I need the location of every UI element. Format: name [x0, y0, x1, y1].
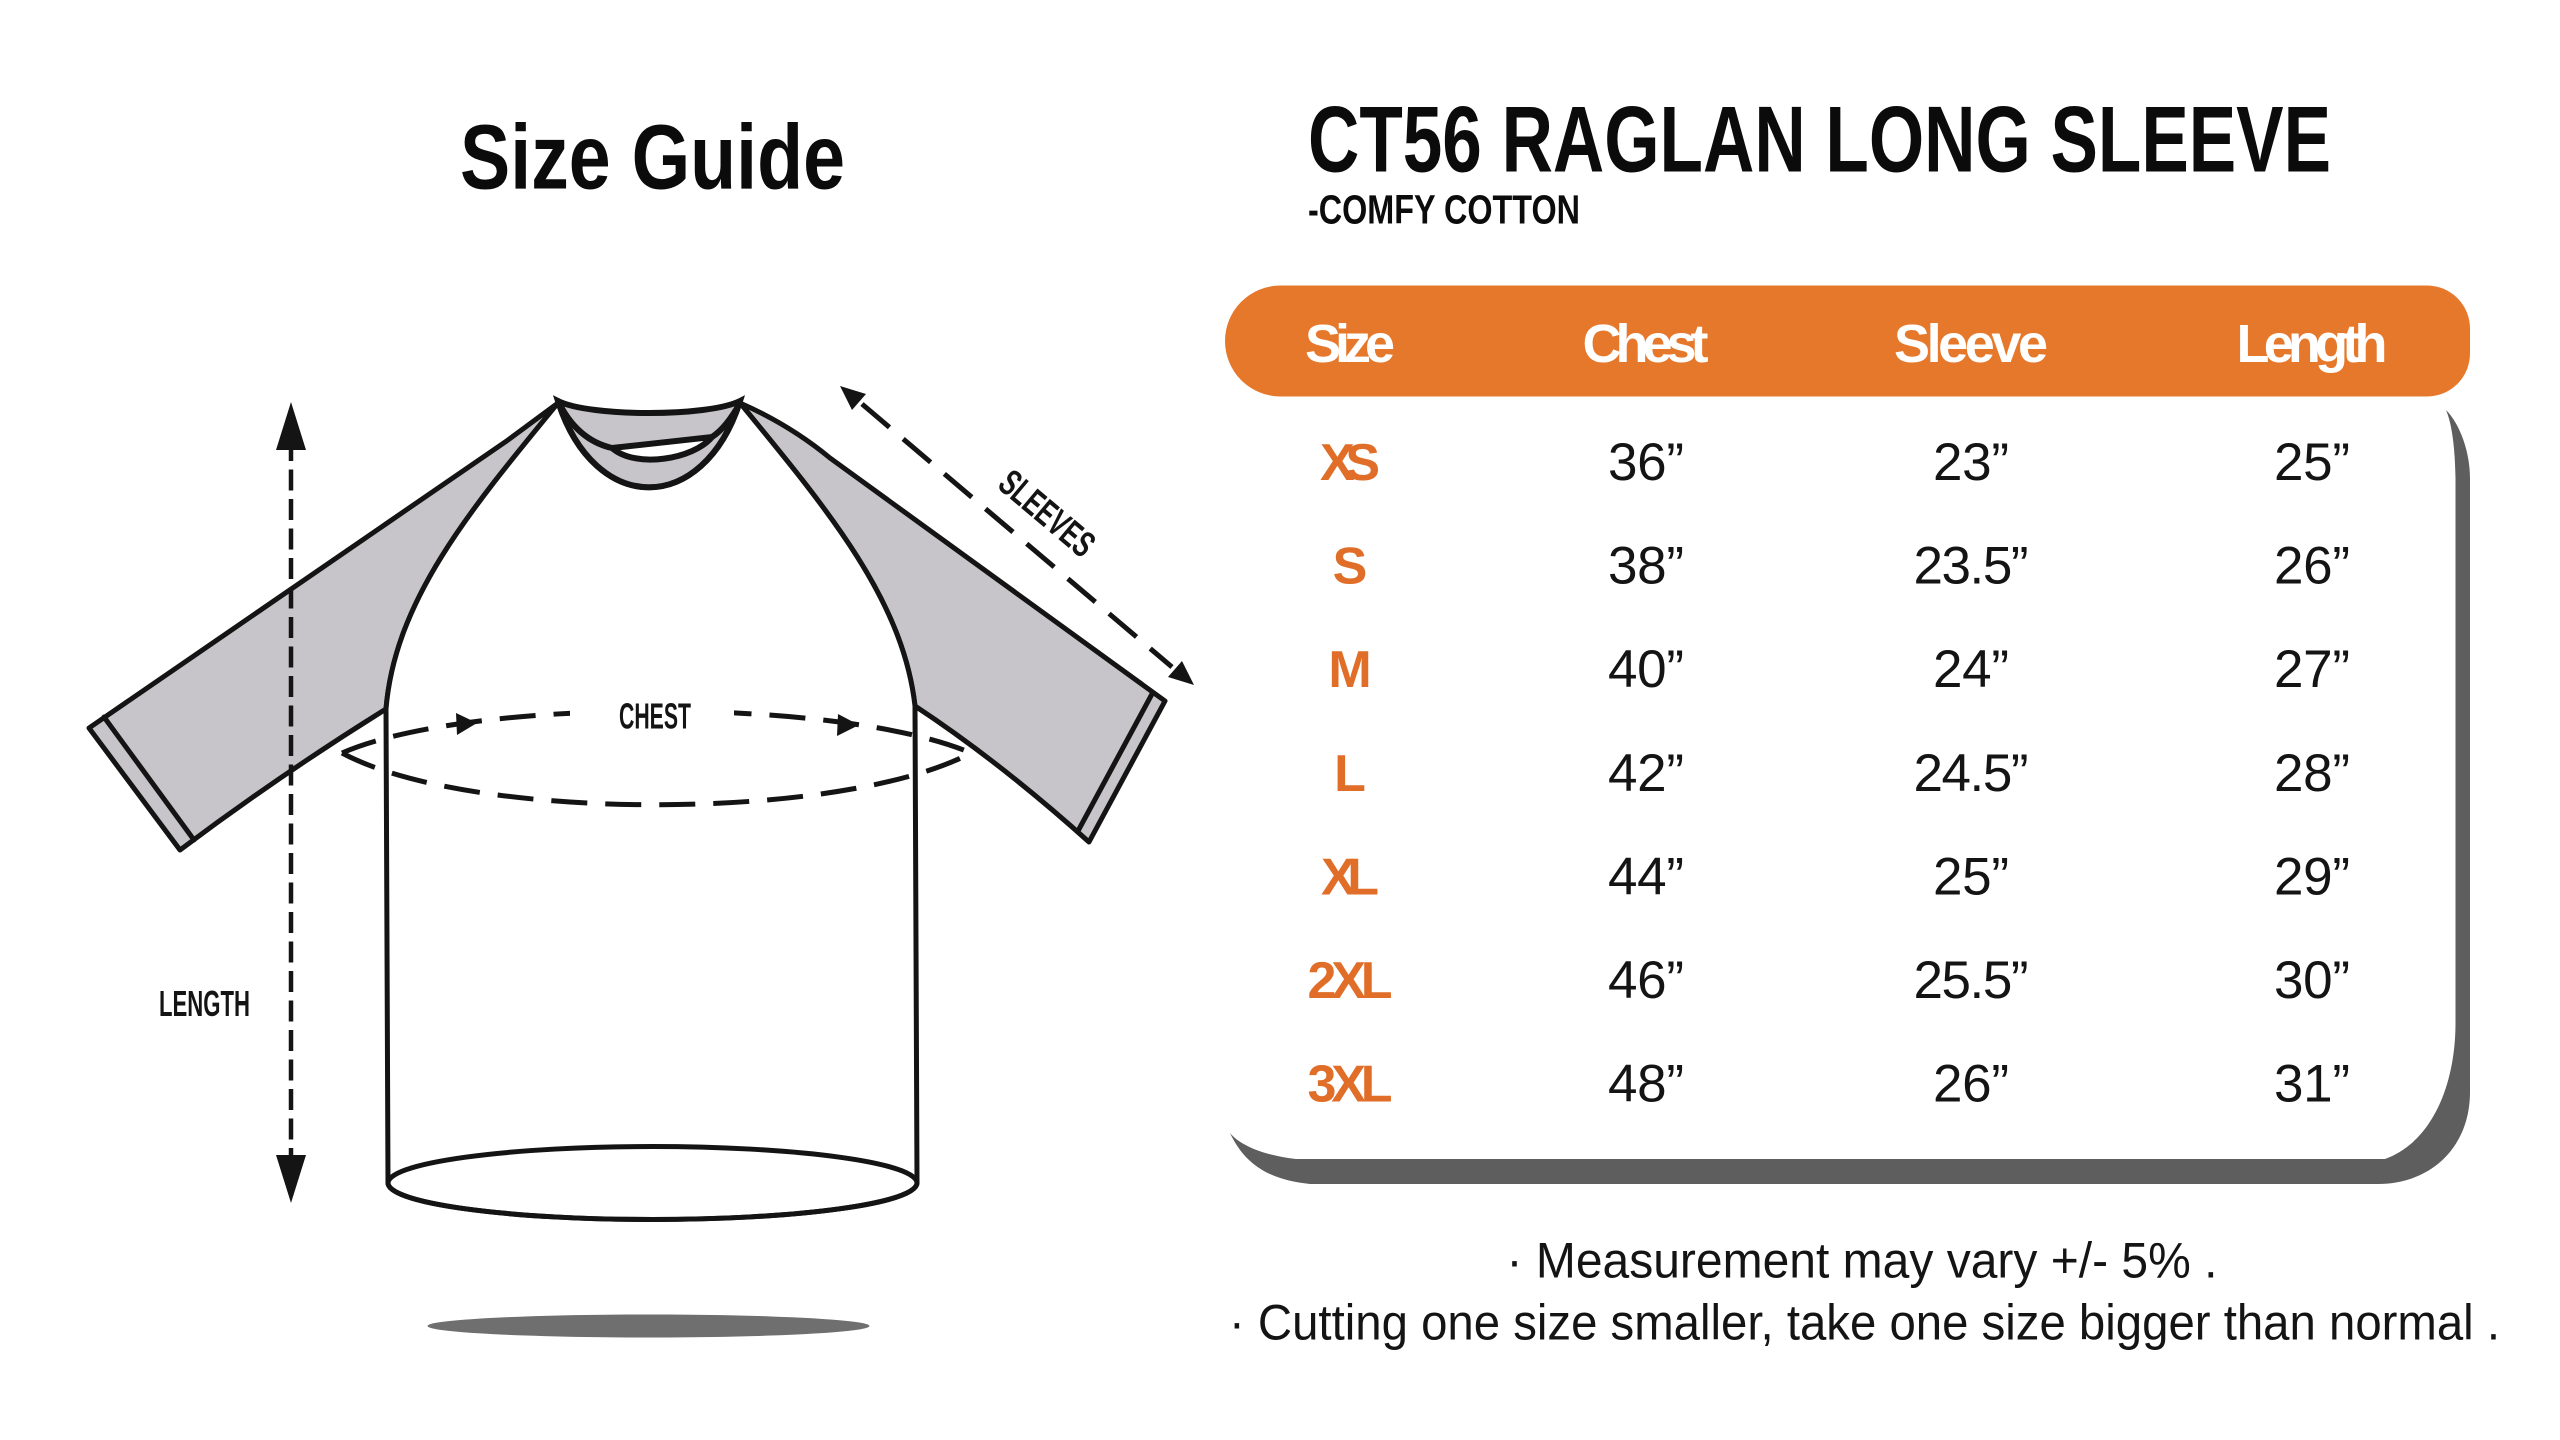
svg-text:25”: 25”: [1933, 847, 2009, 906]
svg-text:Chest: Chest: [1583, 314, 1709, 374]
svg-text:LENGTH: LENGTH: [159, 983, 250, 1024]
svg-text:XS: XS: [1320, 434, 1380, 492]
svg-text:30”: 30”: [2274, 951, 2350, 1010]
svg-text:24.5”: 24.5”: [1914, 744, 2029, 803]
svg-text:26”: 26”: [2274, 537, 2350, 596]
svg-text:36”: 36”: [1608, 433, 1684, 492]
svg-text:25.5”: 25.5”: [1914, 951, 2029, 1010]
svg-text:Size Guide: Size Guide: [460, 107, 845, 209]
svg-text:46”: 46”: [1608, 951, 1684, 1010]
svg-text:3XL: 3XL: [1308, 1056, 1393, 1114]
svg-text:Length: Length: [2237, 314, 2388, 374]
svg-text:M: M: [1328, 641, 1371, 699]
svg-text:CHEST: CHEST: [619, 696, 691, 737]
svg-text:44”: 44”: [1608, 847, 1684, 906]
svg-text:31”: 31”: [2274, 1055, 2350, 1114]
svg-text:Sleeve: Sleeve: [1894, 314, 2048, 374]
svg-text:48”: 48”: [1608, 1055, 1684, 1114]
svg-text:23”: 23”: [1933, 433, 2009, 492]
svg-text:2XL: 2XL: [1308, 952, 1393, 1010]
svg-text:38”: 38”: [1608, 537, 1684, 596]
svg-text:27”: 27”: [2274, 640, 2350, 699]
svg-text:42”: 42”: [1608, 744, 1684, 803]
svg-text:28”: 28”: [2274, 744, 2350, 803]
svg-text:40”: 40”: [1608, 640, 1684, 699]
svg-text:24”: 24”: [1933, 640, 2009, 699]
svg-text:XL: XL: [1321, 848, 1379, 906]
svg-text:26”: 26”: [1933, 1055, 2009, 1114]
svg-text:CT56 RAGLAN LONG SLEEVE: CT56 RAGLAN LONG SLEEVE: [1308, 87, 2331, 192]
svg-text:S: S: [1333, 538, 1368, 596]
svg-text:Size: Size: [1305, 314, 1395, 374]
svg-text:· Measurement may vary +/- 5%: · Measurement may vary +/- 5% .: [1507, 1233, 2218, 1289]
svg-text:29”: 29”: [2274, 847, 2350, 906]
svg-text:-COMFY COTTON: -COMFY COTTON: [1308, 187, 1580, 233]
svg-text:L: L: [1334, 745, 1366, 803]
svg-text:· Cutting one size smaller, ta: · Cutting one size smaller, take one siz…: [1229, 1295, 2500, 1351]
svg-text:23.5”: 23.5”: [1914, 537, 2029, 596]
svg-text:25”: 25”: [2274, 433, 2350, 492]
